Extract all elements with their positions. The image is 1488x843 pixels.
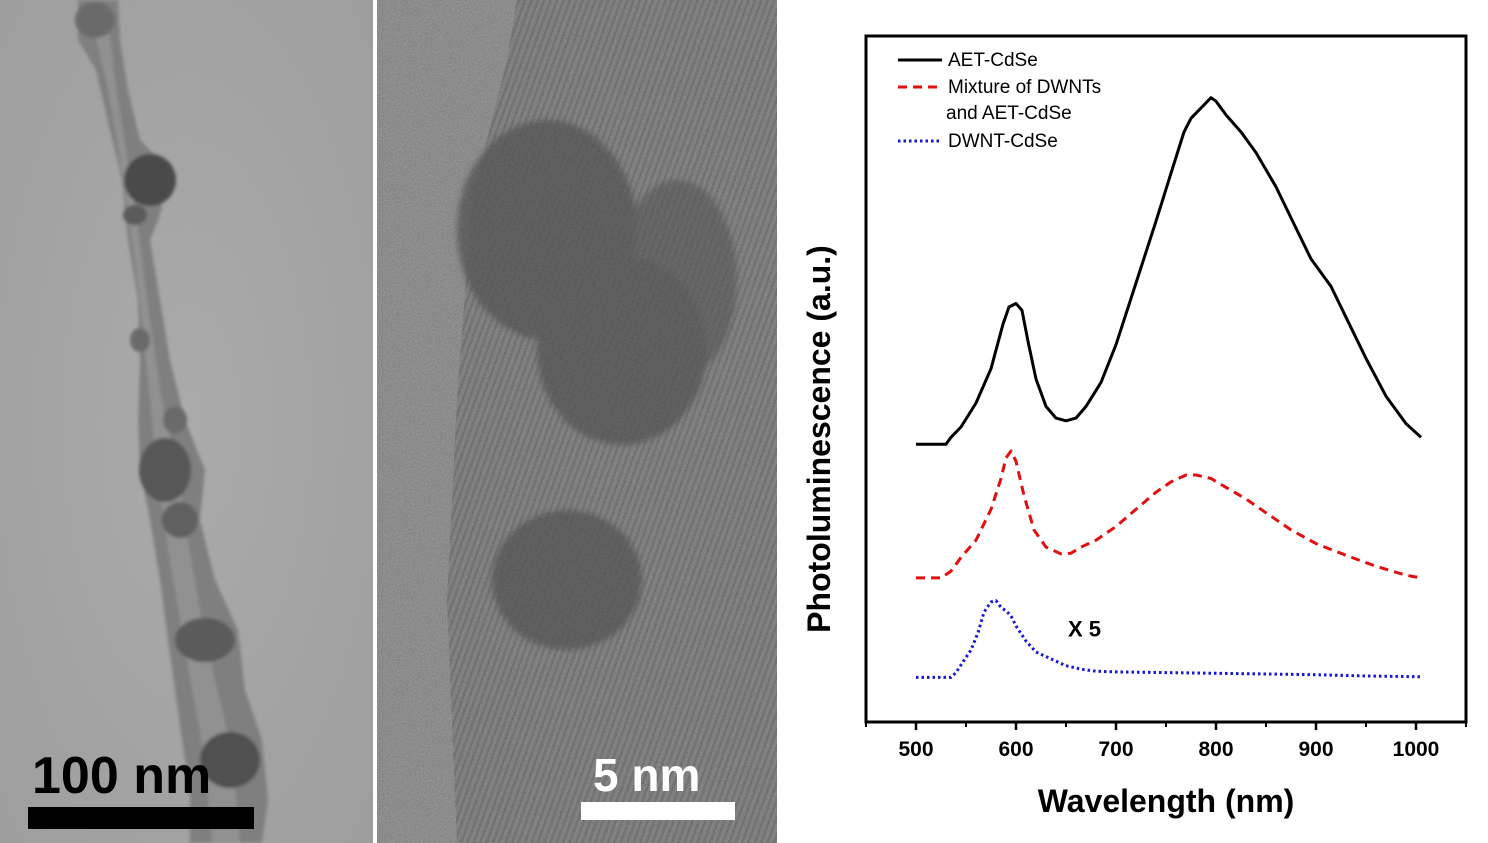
x-tick-label-900: 900 <box>1298 738 1333 761</box>
tem-image-low-mag: 100 nm <box>0 0 373 843</box>
legend-label-1: AET-CdSe <box>948 50 1038 71</box>
x-axis-label: Wavelength (nm) <box>1038 783 1295 819</box>
annotation-x5: X 5 <box>1068 616 1101 641</box>
x-axis-ticks: 500 600 700 800 900 1000 <box>865 722 1467 761</box>
y-axis-label: Photoluminescence (a.u.) <box>801 245 837 633</box>
x-tick-label-600: 600 <box>998 738 1033 761</box>
pl-spectra-chart: 500 600 700 800 900 1000 AET-CdSe Mixture of D… <box>778 0 1488 843</box>
x-tick-label-800: 800 <box>1198 738 1233 761</box>
tem-micrograph-nanotube <box>0 0 373 843</box>
x-tick-label-500: 500 <box>898 738 933 761</box>
hrtem-micrograph-nanocrystals <box>377 0 777 843</box>
scale-label-100nm: 100 nm <box>32 747 212 805</box>
legend-label-2-line2: and AET-CdSe <box>946 103 1072 124</box>
series-line-3 <box>916 599 1421 679</box>
scale-bar-5nm <box>581 802 735 820</box>
legend-label-2: Mixture of DWNTs <box>948 77 1101 98</box>
tem-image-high-res: 5 nm <box>377 0 777 843</box>
series-layer <box>916 96 1423 679</box>
panel-divider <box>373 0 377 843</box>
legend-label-3: DWNT-CdSe <box>948 131 1058 152</box>
nanotube-bundle <box>75 0 268 843</box>
series-line-1 <box>916 96 1423 446</box>
legend: AET-CdSe Mixture of DWNTs and AET-CdSe DWNT… <box>898 50 1101 152</box>
scale-bar-100nm <box>28 807 254 829</box>
series-line-2 <box>916 449 1422 580</box>
chart-svg: 500 600 700 800 900 1000 AET-CdSe Mixture of D… <box>801 34 1468 819</box>
x-tick-label-1000: 1000 <box>1393 738 1440 761</box>
scale-label-5nm: 5 nm <box>593 749 701 801</box>
x-tick-label-700: 700 <box>1098 738 1133 761</box>
